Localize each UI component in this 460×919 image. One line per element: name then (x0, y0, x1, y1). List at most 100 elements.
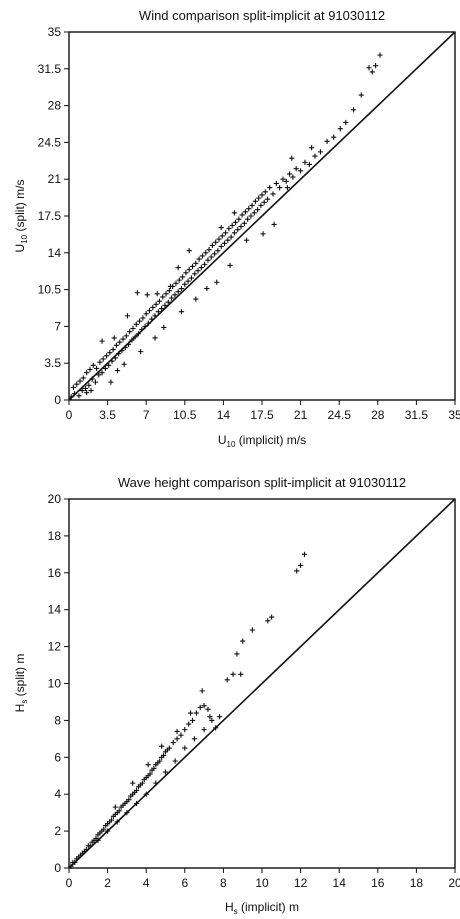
data-point (242, 209, 249, 215)
y-tick-label: 2 (54, 824, 61, 838)
data-point (101, 826, 107, 832)
data-point (216, 714, 223, 720)
data-point (157, 758, 163, 764)
axis-ticks: 0 2 4 6 8 10 12 14 16 18 20 0 2 4 6 8 10 12 14 16 18 20 (48, 492, 460, 890)
x-tick-label: 31.5 (405, 408, 429, 422)
data-point (215, 248, 221, 254)
data-point (366, 65, 372, 71)
x-tick-label: 4 (143, 876, 150, 890)
data-point (317, 149, 324, 155)
data-point (197, 704, 203, 711)
data-point (166, 745, 172, 751)
data-point (350, 107, 357, 113)
data-point (219, 233, 225, 239)
data-point (72, 859, 78, 866)
data-point (156, 298, 163, 304)
data-point (125, 341, 132, 347)
data-point (229, 222, 235, 229)
data-point (100, 356, 106, 362)
x-tick-label: 16 (371, 876, 385, 890)
data-point (236, 216, 242, 222)
data-point (123, 333, 129, 339)
y-tick-label: 31.5 (38, 62, 62, 76)
data-point (377, 52, 383, 58)
data-point (331, 134, 337, 140)
data-point (213, 725, 219, 731)
data-point (140, 315, 146, 321)
data-point (151, 765, 157, 771)
y-tick-label: 16 (48, 566, 62, 580)
x-tick-label: 8 (220, 876, 227, 890)
data-point (82, 385, 89, 392)
data-point (262, 189, 268, 195)
y-tick-label: 12 (48, 640, 62, 654)
data-point (159, 743, 165, 749)
data-point (172, 758, 178, 764)
data-point (162, 769, 169, 775)
y-axis-label: U10 (split) m/s (13, 180, 29, 253)
data-point (243, 237, 250, 243)
data-point (87, 843, 93, 849)
data-point (195, 268, 201, 274)
data-point (89, 376, 95, 382)
y-tick-label: 24.5 (38, 135, 62, 149)
data-point (239, 212, 245, 218)
data-point (289, 155, 295, 161)
data-point (105, 828, 111, 834)
data-point (107, 350, 113, 356)
data-point (185, 278, 191, 284)
data-point (95, 837, 101, 843)
data-point (90, 362, 96, 368)
data-point (130, 780, 136, 786)
data-point (133, 321, 139, 327)
y-tick-label: 10.5 (38, 283, 62, 297)
data-point (259, 192, 265, 198)
x-tick-label: 10.5 (173, 408, 197, 422)
data-point (202, 261, 208, 267)
data-point (165, 299, 171, 305)
data-point (112, 804, 118, 810)
y-tick-label: 0 (54, 861, 61, 875)
data-point (205, 257, 211, 263)
data-point (135, 331, 142, 337)
data-point (228, 234, 234, 240)
data-point (283, 178, 289, 184)
x-tick-label: 28 (371, 408, 385, 422)
data-point (216, 236, 222, 242)
data-point (178, 309, 185, 315)
data-points (68, 551, 308, 869)
data-point (108, 817, 115, 823)
x-tick-label: 0 (66, 876, 73, 890)
data-point (80, 375, 86, 381)
data-point (183, 270, 189, 276)
x-axis-label: Hs (implicit) m (225, 900, 299, 916)
y-tick-label: 20 (48, 492, 62, 506)
data-point (175, 289, 181, 295)
data-point (258, 202, 264, 209)
data-point (264, 196, 271, 202)
data-point (132, 334, 138, 340)
y-tick-label: 0 (54, 393, 61, 407)
wind-comparison-chart: Wind comparison split-implicit at 910301… (13, 8, 460, 449)
data-point (117, 339, 123, 345)
x-axis-label: U10 (implicit) m/s (218, 433, 306, 449)
data-point (196, 256, 202, 262)
data-points (68, 52, 383, 400)
x-tick-label: 20 (448, 876, 460, 890)
data-point (203, 250, 209, 256)
data-point (270, 191, 276, 197)
data-point (312, 153, 318, 159)
data-point (113, 342, 120, 348)
data-point (103, 353, 110, 359)
data-point (191, 736, 198, 742)
data-point (154, 291, 160, 297)
data-point (201, 727, 207, 733)
x-tick-label: 18 (410, 876, 424, 890)
data-point (201, 703, 207, 709)
data-point (186, 267, 192, 273)
y-tick-label: 21 (48, 172, 62, 186)
data-point (192, 271, 198, 277)
data-point (173, 280, 179, 286)
data-point (193, 260, 199, 266)
reference-line (68, 31, 456, 401)
